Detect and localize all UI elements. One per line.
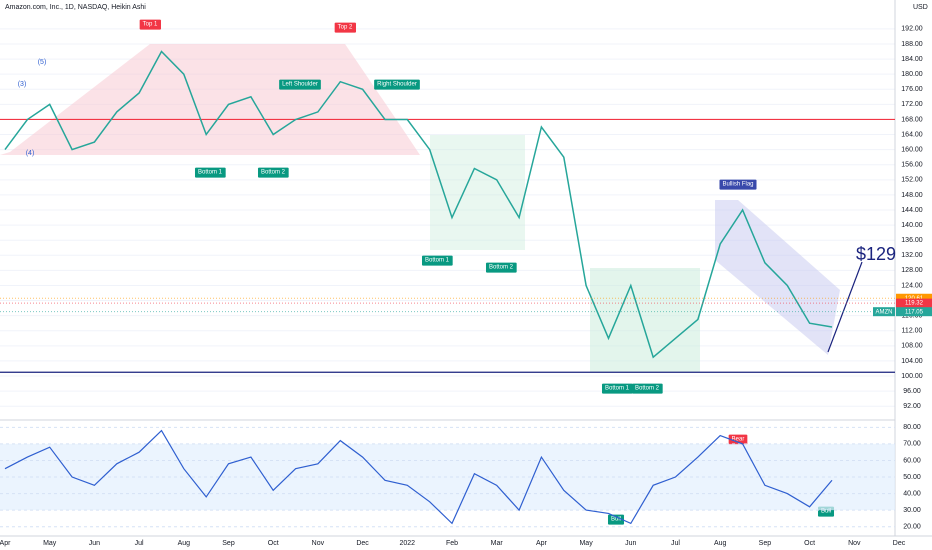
annotation: Bull bbox=[611, 517, 621, 523]
x-tick-label: Feb bbox=[446, 540, 458, 547]
rsi-tick-label: 20.00 bbox=[903, 524, 921, 531]
rsi-tick-label: 70.00 bbox=[903, 441, 921, 448]
annotation-box bbox=[631, 383, 663, 394]
x-tick-label: Oct bbox=[804, 540, 815, 547]
y-tick-label: 100.00 bbox=[901, 373, 923, 380]
y-tick-label: 188.00 bbox=[901, 41, 923, 48]
y-tick-label: 104.00 bbox=[901, 358, 923, 365]
y-tick-label: 176.00 bbox=[901, 86, 923, 93]
symbol-box bbox=[873, 307, 895, 317]
y-tick-label: 148.00 bbox=[901, 192, 923, 199]
annotation: Bottom 1 bbox=[605, 386, 630, 392]
x-tick-label: Nov bbox=[312, 540, 325, 547]
y-tick-label: 180.00 bbox=[901, 71, 923, 78]
x-tick-label: Jun bbox=[89, 540, 100, 547]
annotation: Top 1 bbox=[143, 22, 158, 28]
x-tick-label: Oct bbox=[268, 540, 279, 547]
x-tick-label: Dec bbox=[356, 540, 369, 547]
y-tick-label: 192.00 bbox=[901, 26, 923, 33]
wave-label: (3) bbox=[18, 81, 27, 88]
y-tick-label: 112.00 bbox=[902, 328, 923, 335]
rsi-tick-label: 80.00 bbox=[903, 424, 921, 431]
annotation: Bull bbox=[821, 509, 831, 515]
symbol-label: AMZN bbox=[876, 309, 893, 315]
y-tick-label: 132.00 bbox=[901, 252, 923, 259]
annotation-box bbox=[139, 19, 161, 30]
price-label-box bbox=[896, 293, 932, 303]
annotation-box bbox=[607, 514, 625, 525]
rsi-line bbox=[4, 429, 833, 525]
x-tick-label: May bbox=[579, 540, 593, 547]
annotation: Right Shoulder bbox=[377, 82, 417, 88]
pattern-zone bbox=[430, 135, 525, 250]
y-tick-label: 156.00 bbox=[901, 162, 923, 169]
annotation: Bullish Flag bbox=[722, 182, 753, 188]
price-line bbox=[4, 50, 833, 359]
flag-channel bbox=[715, 200, 840, 355]
y-tick-label: 128.00 bbox=[901, 267, 923, 274]
annotation-box bbox=[257, 167, 289, 178]
chart-title: Amazon.com, Inc., 1D, NASDAQ, Heikin Ash… bbox=[5, 4, 146, 11]
rsi-tick-label: 40.00 bbox=[903, 490, 921, 497]
y-tick-label: 124.00 bbox=[901, 282, 923, 289]
y-tick-label: 108.00 bbox=[901, 343, 923, 350]
annotation-box bbox=[719, 179, 757, 190]
currency: USD bbox=[913, 4, 928, 11]
x-tick-label: Aug bbox=[714, 540, 727, 547]
annotation-box bbox=[279, 79, 321, 90]
y-tick-label: 168.00 bbox=[901, 116, 923, 123]
annotation: Bear bbox=[732, 437, 745, 443]
annotation-box bbox=[601, 383, 633, 394]
price-label: 119.32 bbox=[905, 301, 924, 307]
wave-label: (4) bbox=[26, 150, 35, 157]
annotation: Left Shoulder bbox=[282, 82, 318, 88]
y-tick-label: 160.00 bbox=[901, 146, 923, 153]
annotation: Bottom 1 bbox=[198, 170, 223, 176]
wave-label: (5) bbox=[38, 59, 47, 66]
y-tick-label: 152.00 bbox=[901, 177, 923, 184]
annotation: Bottom 1 bbox=[425, 258, 450, 264]
y-tick-label: 140.00 bbox=[901, 222, 923, 229]
rsi-tick-label: 30.00 bbox=[903, 507, 921, 514]
price-label: 117.05 bbox=[905, 309, 924, 315]
price-label-box bbox=[896, 307, 932, 317]
x-tick-label: Dec bbox=[893, 540, 906, 547]
annotation-box bbox=[334, 22, 356, 33]
y-tick-label: 164.00 bbox=[901, 131, 923, 138]
x-tick-label: Jun bbox=[625, 540, 636, 547]
x-tick-label: Jul bbox=[671, 540, 680, 547]
x-tick-label: Mar bbox=[491, 540, 504, 547]
y-tick-label: 136.00 bbox=[901, 237, 923, 244]
x-tick-label: May bbox=[43, 540, 57, 547]
projection-arrow bbox=[827, 261, 863, 353]
rsi-tick-label: 60.00 bbox=[903, 457, 921, 464]
annotation-box bbox=[421, 255, 453, 266]
annotation: Bottom 2 bbox=[261, 170, 286, 176]
price-label-box bbox=[896, 298, 932, 308]
x-tick-label: Nov bbox=[848, 540, 861, 547]
annotation: Bottom 2 bbox=[635, 386, 660, 392]
annotation-box bbox=[374, 79, 420, 90]
x-tick-label: Apr bbox=[0, 540, 11, 547]
x-tick-label: Sep bbox=[222, 540, 235, 547]
y-tick-label: 172.00 bbox=[901, 101, 923, 108]
target-label: $129 bbox=[856, 244, 896, 264]
x-tick-label: 2022 bbox=[400, 540, 416, 547]
y-tick-label: 92.00 bbox=[903, 403, 921, 410]
y-tick-label: 96.00 bbox=[903, 388, 921, 395]
annotation: Bottom 2 bbox=[489, 265, 514, 271]
x-tick-label: Sep bbox=[759, 540, 772, 547]
annotation: Top 2 bbox=[338, 25, 353, 31]
x-tick-label: Jul bbox=[135, 540, 144, 547]
pattern-zone bbox=[590, 268, 700, 372]
annotation-box bbox=[485, 262, 517, 273]
annotation-box bbox=[194, 167, 226, 178]
annotation-box bbox=[728, 434, 748, 445]
y-tick-label: 144.00 bbox=[901, 207, 923, 214]
rsi-tick-label: 50.00 bbox=[903, 474, 921, 481]
x-tick-label: Apr bbox=[536, 540, 548, 547]
x-tick-label: Aug bbox=[178, 540, 191, 547]
y-tick-label: 184.00 bbox=[901, 56, 923, 63]
